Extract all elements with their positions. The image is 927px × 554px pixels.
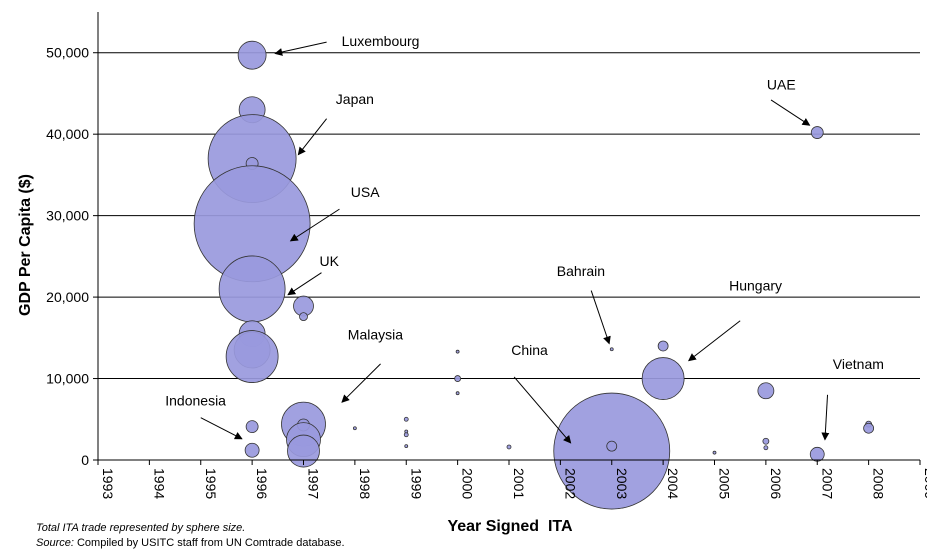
- y-tick-label: 20,000: [46, 289, 89, 305]
- annotation-label: Indonesia: [165, 392, 226, 408]
- annotation-label: Luxembourg: [342, 33, 420, 49]
- bubble: [299, 312, 308, 322]
- bubble: [404, 444, 409, 449]
- x-tick-label: 2009: [922, 468, 927, 499]
- annotation-label: UK: [319, 253, 339, 269]
- annotation-label: Malaysia: [348, 326, 403, 342]
- bubble: [810, 126, 824, 139]
- annotations: Luxembourg Japan USA UK Malaysia Indonesia Chi…: [165, 33, 884, 444]
- annotation-label: Hungary: [729, 278, 782, 294]
- x-tick-label: 1995: [203, 468, 219, 499]
- bubble: [606, 440, 618, 452]
- bubble: [245, 420, 259, 434]
- source-note: Source: Compiled by USITC staff from UN …: [36, 537, 345, 549]
- x-tick-label: 2005: [717, 468, 733, 499]
- bubble: [657, 340, 669, 352]
- bubble: [762, 437, 770, 445]
- annotation-arrow: [770, 99, 811, 126]
- x-tick-label: 1994: [151, 468, 167, 499]
- bubble: [218, 255, 286, 323]
- bubble: [403, 432, 409, 438]
- bubble: [863, 422, 875, 434]
- annotation-arrow: [200, 417, 243, 440]
- y-tick-label: 10,000: [46, 371, 89, 387]
- x-axis-label: Year Signed ITA: [447, 518, 573, 535]
- annotation-label: Japan: [336, 91, 374, 107]
- x-tick-label: 1999: [408, 468, 424, 499]
- bubble: [712, 450, 717, 455]
- bubble: [455, 391, 460, 396]
- annotation-arrow: [297, 118, 328, 156]
- x-tick-label: 2001: [511, 468, 527, 499]
- y-tick-label: 30,000: [46, 208, 89, 224]
- y-tick-label: 0: [81, 452, 89, 468]
- source-lead: Source:: [36, 537, 74, 549]
- annotation-label: USA: [351, 184, 380, 200]
- bubble: [609, 347, 614, 352]
- bubble: [454, 375, 462, 382]
- y-tick-label: 50,000: [46, 45, 89, 61]
- annotation-label: UAE: [767, 76, 796, 92]
- y-axis-label: GDP Per Capita ($): [17, 174, 34, 316]
- source-text: Compiled by USITC staff from UN Comtrade…: [73, 537, 345, 549]
- bubble: [506, 444, 512, 450]
- annotation-arrow: [590, 290, 611, 345]
- size-note: Total ITA trade represented by sphere si…: [36, 522, 246, 534]
- x-tick-label: 1993: [100, 468, 116, 499]
- bubbles: [193, 40, 875, 510]
- x-tick-label: 2004: [665, 468, 681, 499]
- bubble: [809, 446, 825, 462]
- annotation-label: China: [511, 342, 548, 358]
- x-tick-label: 2007: [819, 468, 835, 499]
- bubble: [763, 445, 769, 451]
- bubble: [225, 330, 279, 383]
- annotation-arrow: [289, 208, 340, 242]
- y-tick-label: 40,000: [46, 126, 89, 142]
- x-tick-label: 2000: [460, 468, 476, 499]
- bubble: [403, 416, 409, 422]
- bubble: [641, 357, 685, 400]
- annotation-arrow: [688, 320, 741, 362]
- bubble: [237, 40, 267, 70]
- annotation-arrow: [274, 41, 327, 56]
- annotation-arrow: [341, 363, 381, 403]
- annotation-label: Vietnam: [833, 356, 884, 372]
- annotation-label: Bahrain: [557, 263, 605, 279]
- x-tick-label: 2006: [768, 468, 784, 499]
- annotation-arrow: [287, 272, 322, 296]
- x-tick-label: 2002: [562, 468, 578, 499]
- x-tick-label: 2008: [871, 468, 887, 499]
- bubble: [244, 442, 260, 458]
- annotation-arrow: [821, 394, 830, 441]
- x-tick-label: 1996: [254, 468, 270, 499]
- x-tick-label: 2003: [614, 468, 630, 499]
- annotation-arrow: [513, 376, 572, 444]
- bubble: [757, 382, 775, 400]
- bubble: [455, 349, 460, 354]
- bubble: [352, 426, 357, 431]
- x-tick-label: 1998: [357, 468, 373, 499]
- axes: 0 10,000 20,000 30,000 40,000 50,000 1993 1994 1…: [46, 12, 927, 499]
- x-tick-label: 1997: [306, 468, 322, 499]
- bubble: [287, 434, 320, 468]
